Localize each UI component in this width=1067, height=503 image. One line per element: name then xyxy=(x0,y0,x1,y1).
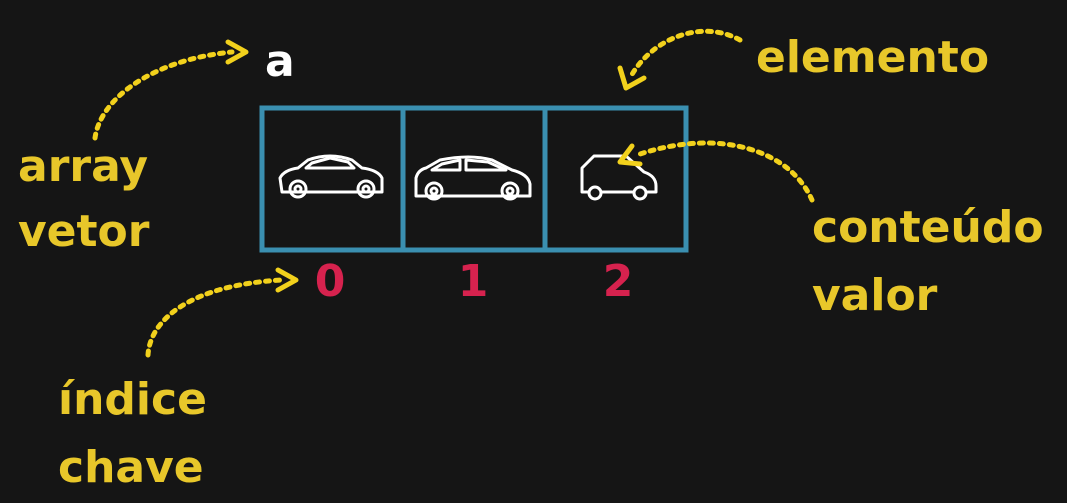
label-chave: chave xyxy=(58,442,204,493)
variable-name: a xyxy=(265,36,295,87)
array-outline xyxy=(259,105,689,253)
arrow-index-to-zero xyxy=(145,277,285,358)
label-indice: índice xyxy=(58,374,207,425)
arrowhead-content xyxy=(617,143,643,167)
arrow-element-to-cell xyxy=(627,28,743,81)
arrowhead-index xyxy=(275,267,299,293)
hatchback-car-icon xyxy=(414,155,532,201)
small-car-outline-icon xyxy=(580,154,658,201)
arrow-content-to-car xyxy=(637,140,815,203)
label-conteudo: conteúdo xyxy=(812,202,1044,253)
label-elemento: elemento xyxy=(756,32,990,83)
label-valor: valor xyxy=(812,270,938,321)
label-array: array xyxy=(18,141,149,192)
arrow-array-to-variable xyxy=(92,49,235,141)
label-vetor: vetor xyxy=(18,206,150,257)
arrowhead-variable xyxy=(225,39,249,65)
index-label-1: 1 xyxy=(457,256,489,307)
arrowhead-element xyxy=(617,65,647,91)
index-label-0: 0 xyxy=(314,256,346,307)
index-label-2: 2 xyxy=(602,256,634,307)
sedan-car-icon xyxy=(278,154,384,199)
